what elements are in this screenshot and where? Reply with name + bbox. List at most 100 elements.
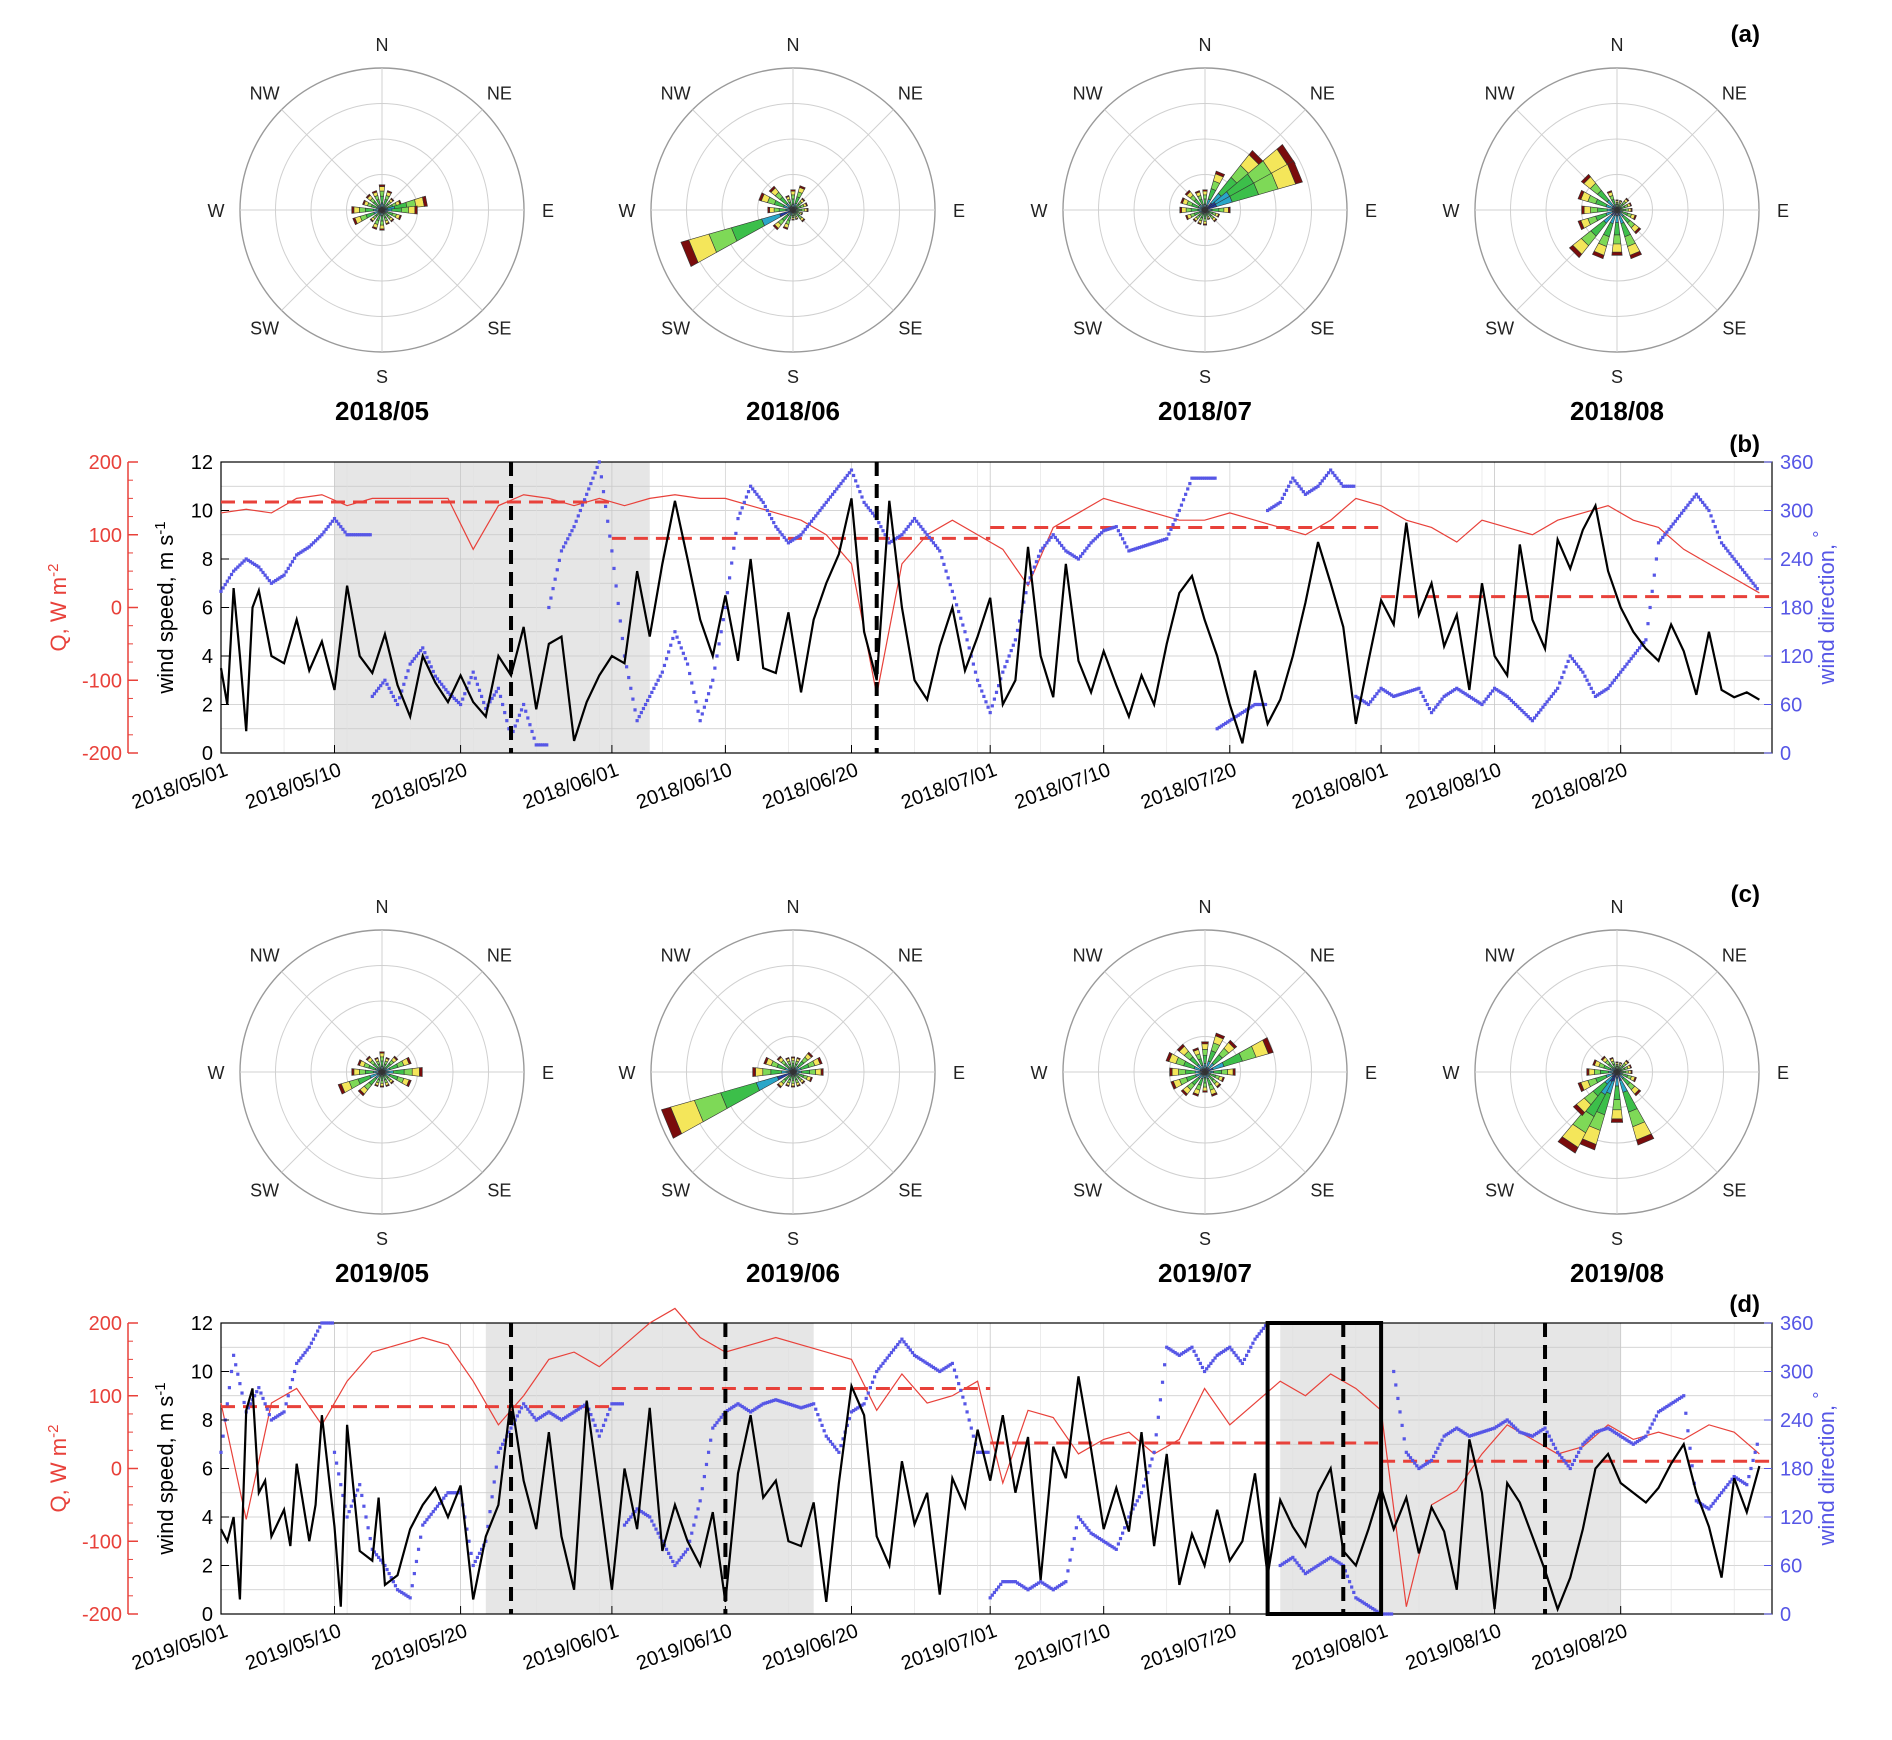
rose-petal (379, 1052, 385, 1058)
wind-direction-point (1543, 702, 1547, 707)
wind-direction-point (511, 729, 515, 734)
wind-direction-point (711, 678, 715, 682)
wind-direction-point (1039, 1580, 1043, 1584)
wind-direction-point (912, 516, 917, 521)
wind-direction-point (1751, 581, 1755, 585)
wind-direction-point (1696, 495, 1701, 499)
rose-petal (1227, 1068, 1234, 1076)
wind-direction-point (1633, 1441, 1637, 1445)
rose-petal (796, 1083, 801, 1088)
rose-petal (374, 1056, 379, 1061)
wind-direction-point (1715, 530, 1719, 534)
wind-direction-point (988, 1596, 992, 1600)
wind-direction-point (1032, 565, 1036, 569)
rose-petal (411, 1067, 420, 1077)
rose-petal (1619, 1061, 1623, 1065)
wind-direction-point (725, 1408, 730, 1413)
wind-direction-point (339, 1483, 343, 1487)
wind-direction-point (959, 1388, 963, 1392)
rose-petal (1613, 1085, 1621, 1101)
wind-direction-point (1682, 508, 1686, 513)
wind-direction-point (1255, 702, 1259, 707)
wind-direction-point (1507, 1420, 1511, 1424)
wind-direction-point (519, 1406, 524, 1410)
wind-direction-point (614, 584, 618, 588)
wind-direction-point (940, 1368, 944, 1372)
wind-direction-point (1219, 1351, 1223, 1355)
wind-direction-point (1244, 708, 1249, 712)
wind-direction-point (961, 623, 965, 627)
wind-direction-point (1671, 522, 1675, 526)
rose-petal (1616, 1066, 1618, 1070)
wind-direction-point (1171, 1349, 1175, 1353)
wind-direction-point (599, 475, 603, 479)
wind-direction-point (591, 476, 595, 480)
rose-petal (801, 208, 805, 212)
wind-direction-point (372, 692, 377, 696)
wind-direction-point (1293, 479, 1297, 483)
wind-direction-point (715, 1421, 719, 1425)
compass-label-SE: SE (898, 318, 922, 338)
wind-direction-point (826, 498, 830, 502)
wind-direction-point (957, 609, 961, 614)
wind-direction-point (744, 1407, 749, 1411)
rose-petal (1171, 1067, 1179, 1077)
wind-direction-point (753, 1407, 757, 1411)
wind-direction-point (1345, 484, 1350, 488)
wind-direction-point (1413, 688, 1417, 692)
q-axis-label: Q, W m-2 (45, 564, 71, 652)
rose-petal (1192, 1092, 1199, 1097)
rose-petal (374, 1083, 379, 1088)
wind-direction-point (1228, 1345, 1232, 1349)
wind-direction-point (1539, 708, 1543, 712)
wind-direction-point (603, 504, 608, 509)
wind-direction-point (622, 1523, 627, 1527)
wind-direction-point (473, 676, 477, 680)
wind-direction-point (1509, 698, 1513, 703)
wind-direction-point (1356, 1597, 1360, 1601)
wind-direction-point (1717, 535, 1722, 540)
wind-direction-point (1175, 1352, 1179, 1356)
wind-direction-point (841, 1437, 845, 1441)
wind-direction-point (284, 570, 288, 574)
wind-direction-point (965, 638, 969, 642)
wind-direction-point (1123, 541, 1127, 545)
wind-direction-point (864, 503, 868, 507)
rose-petal (1192, 218, 1197, 223)
wind-direction-point (414, 1559, 419, 1564)
x-tick-label: 2018/07/01 (898, 759, 1000, 814)
wind-direction-point (1097, 533, 1102, 537)
wind-direction-point (559, 549, 564, 553)
wind-direction-point (515, 719, 519, 723)
wind-direction-point (1205, 1367, 1209, 1371)
rose-petal (1185, 1069, 1196, 1075)
wind-direction-point (1669, 1402, 1673, 1406)
wind-direction-point (1423, 698, 1427, 703)
wind-direction-point (1482, 1429, 1486, 1434)
rose-petal (776, 1055, 782, 1061)
wind-direction-point (1152, 541, 1156, 545)
wind-direction-point (379, 1558, 383, 1562)
wind-direction-point (1352, 484, 1356, 488)
wind-direction-point (1337, 479, 1341, 483)
rose-petal (1636, 1133, 1655, 1146)
wind-direction-point (379, 684, 383, 688)
wind-direction-point (498, 694, 503, 699)
wind-direction-point (1135, 1499, 1139, 1503)
wind-direction-point (650, 690, 654, 694)
direction-axis-label: wind direction, ° (1810, 531, 1839, 686)
q-tick-label: 0 (111, 598, 122, 620)
wind-direction-point (1444, 693, 1448, 697)
wind-direction-point (347, 533, 351, 537)
rose-petal (1628, 1070, 1632, 1074)
wind-direction-point (891, 1348, 896, 1352)
wind-direction-point (784, 1401, 788, 1405)
wind-direction-point (774, 525, 778, 529)
wind-speed-series (219, 498, 1760, 744)
wind-direction-point (719, 630, 723, 634)
wind-direction-point (803, 1404, 807, 1409)
rose-petal (807, 1051, 814, 1058)
wind-direction-point (1486, 1428, 1490, 1432)
wind-direction-point (1698, 498, 1703, 502)
wind-direction-point (377, 686, 381, 690)
